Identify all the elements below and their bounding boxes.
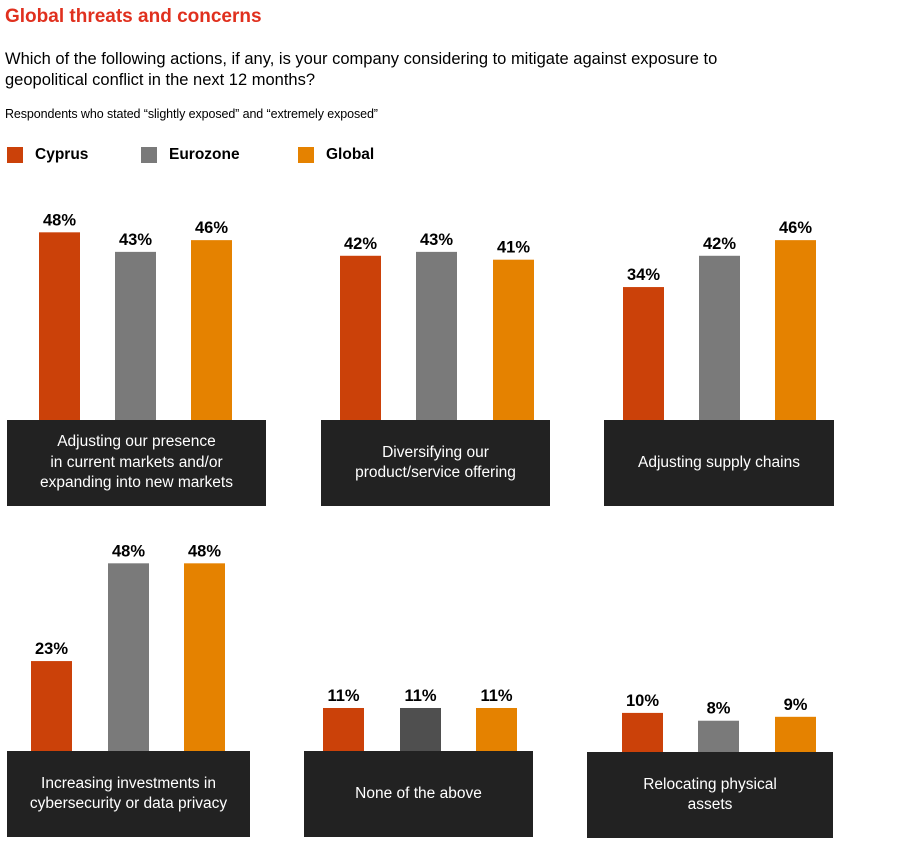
bar-global-panel-3 <box>775 240 816 420</box>
data-label-cyprus-panel-6: 10% <box>626 692 659 710</box>
bar-eurozone-panel-1 <box>115 251 156 420</box>
legend-swatch-eurozone <box>141 147 157 163</box>
legend-item-global: Global <box>298 146 374 164</box>
bar-cyprus-panel-4 <box>31 661 72 751</box>
data-label-eurozone-panel-5: 11% <box>404 687 436 705</box>
chart-subtitle: Respondents who stated “slightly exposed… <box>5 107 378 121</box>
data-label-global-panel-2: 41% <box>497 239 530 257</box>
chart-title: Global threats and concerns <box>5 6 262 27</box>
legend-label-global: Global <box>326 146 375 163</box>
bar-global-panel-2 <box>493 259 534 420</box>
bar-eurozone-panel-3 <box>699 255 740 420</box>
bar-eurozone-panel-4 <box>108 563 149 751</box>
data-label-eurozone-panel-4: 48% <box>112 542 145 560</box>
survey-question: Which of the following actions, if any, … <box>5 50 718 89</box>
bar-eurozone-panel-5 <box>400 707 441 751</box>
data-label-eurozone-panel-1: 43% <box>119 231 152 249</box>
data-label-eurozone-panel-2: 43% <box>420 231 453 249</box>
data-label-cyprus-panel-3: 34% <box>627 266 660 284</box>
legend-label-cyprus: Cyprus <box>35 146 89 163</box>
legend-item-eurozone: Eurozone <box>141 146 240 164</box>
data-label-global-panel-1: 46% <box>195 219 228 237</box>
category-label-panel-1: Adjusting our presence in current market… <box>7 420 266 506</box>
bar-cyprus-panel-2 <box>340 255 381 420</box>
category-label-panel-5: None of the above <box>304 751 533 837</box>
bar-global-panel-1 <box>191 240 232 420</box>
bar-cyprus-panel-5 <box>323 707 364 751</box>
bar-cyprus-panel-6 <box>622 712 663 752</box>
category-label-text: Adjusting supply chains <box>638 453 800 471</box>
category-label-panel-6: Relocating physical assets <box>587 752 833 838</box>
bar-eurozone-panel-6 <box>698 720 739 752</box>
category-label-text: None of the above <box>355 784 482 802</box>
legend-item-cyprus: Cyprus <box>7 146 88 164</box>
bar-eurozone-panel-2 <box>416 251 457 420</box>
bar-global-panel-6 <box>775 716 816 752</box>
bar-global-panel-4 <box>184 563 225 751</box>
data-label-global-panel-3: 46% <box>779 219 812 237</box>
data-label-global-panel-4: 48% <box>188 542 221 560</box>
bar-cyprus-panel-1 <box>39 232 80 420</box>
legend-swatch-global <box>298 147 314 163</box>
legend-label-eurozone: Eurozone <box>169 146 240 163</box>
legend-swatch-cyprus <box>7 147 23 163</box>
category-label-text: Relocating physical assets <box>643 775 777 814</box>
data-label-eurozone-panel-6: 8% <box>707 700 731 718</box>
category-label-panel-2: Diversifying our product/service offerin… <box>321 420 550 506</box>
data-label-cyprus-panel-2: 42% <box>344 235 377 253</box>
data-label-eurozone-panel-3: 42% <box>703 235 736 253</box>
data-label-cyprus-panel-5: 11% <box>327 687 359 705</box>
data-label-cyprus-panel-4: 23% <box>35 640 68 658</box>
category-label-text: Diversifying our product/service offerin… <box>355 443 516 482</box>
data-label-global-panel-6: 9% <box>784 696 808 714</box>
category-label-panel-3: Adjusting supply chains <box>604 420 834 506</box>
data-label-global-panel-5: 11% <box>480 687 512 705</box>
category-label-panel-4: Increasing investments in cybersecurity … <box>7 751 250 837</box>
category-label-text: Increasing investments in cybersecurity … <box>29 774 228 813</box>
bar-global-panel-5 <box>476 707 517 751</box>
bar-cyprus-panel-3 <box>623 287 664 420</box>
category-label-text: Adjusting our presence in current market… <box>39 433 233 492</box>
data-label-cyprus-panel-1: 48% <box>43 211 76 229</box>
